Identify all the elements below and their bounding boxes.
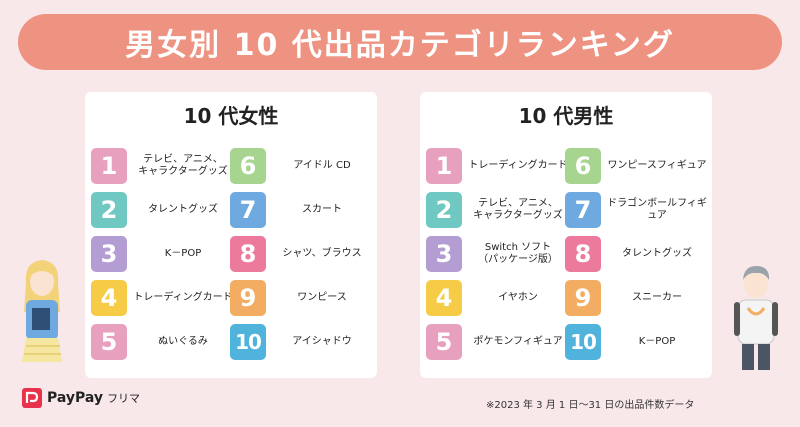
item-label: ドラゴンボールフィギュア — [607, 197, 707, 222]
paypay-logo-icon — [22, 388, 42, 408]
boy-illustration-icon — [734, 266, 778, 370]
rank-badge: 9 — [230, 280, 266, 316]
rank-badge: 8 — [230, 236, 266, 272]
list-item: 7 ドラゴンボールフィギュア — [565, 192, 707, 228]
item-label: スカート — [302, 203, 342, 215]
rank-badge: 8 — [565, 236, 601, 272]
item-label: ワンピース — [297, 291, 347, 303]
rank-badge: 3 — [426, 236, 462, 272]
list-item: 6 ワンピースフィギュア — [565, 148, 707, 184]
list-item: 1 トレーディングカード — [426, 148, 568, 184]
list-item: 5 ポケモンフィギュア — [426, 324, 568, 360]
item-label: トレーディングカード — [468, 159, 568, 171]
panel-title-female: 10 代女性 — [183, 104, 279, 128]
item-label: ポケモンフィギュア — [473, 335, 563, 347]
rank-badge: 5 — [426, 324, 462, 360]
item-label: Switch ソフト （パッケージ版） — [478, 241, 558, 266]
rank-badge: 10 — [230, 324, 266, 360]
ranking-column: 6 アイドル CD 7 スカート 8 シャツ、ブラウス 9 ワンピース 10 ア… — [230, 148, 372, 368]
title-banner: 男女別 10 代出品カテゴリランキング — [18, 14, 782, 70]
panel-title-male: 10 代男性 — [518, 104, 614, 128]
rank-badge: 7 — [565, 192, 601, 228]
item-label: ワンピースフィギュア — [607, 159, 707, 171]
item-label: K－POP — [164, 247, 202, 259]
list-item: 5 ぬいぐるみ — [91, 324, 233, 360]
item-label: テレビ、アニメ、 キャラクターグッズ — [138, 153, 228, 178]
ranking-column: 1 テレビ、アニメ、 キャラクターグッズ 2 タレントグッズ 3 K－POP 4… — [91, 148, 233, 368]
rank-badge: 1 — [426, 148, 462, 184]
rank-badge: 10 — [565, 324, 601, 360]
list-item: 7 スカート — [230, 192, 372, 228]
list-item: 4 イヤホン — [426, 280, 568, 316]
rank-badge: 4 — [426, 280, 462, 316]
list-item: 10 K－POP — [565, 324, 707, 360]
item-label: K－POP — [638, 335, 676, 347]
list-item: 3 K－POP — [91, 236, 233, 272]
item-label: トレーディングカード — [133, 291, 233, 303]
list-item: 9 ワンピース — [230, 280, 372, 316]
logo-text: PayPay — [47, 390, 104, 406]
list-item: 2 テレビ、アニメ、 キャラクターグッズ — [426, 192, 568, 228]
ranking-panel-female: 10 代女性 1 テレビ、アニメ、 キャラクターグッズ 2 タレントグッズ 3 … — [85, 92, 377, 378]
rank-badge: 7 — [230, 192, 266, 228]
item-label: シャツ、ブラウス — [282, 247, 362, 259]
item-label: タレントグッズ — [148, 203, 218, 215]
ranking-column: 6 ワンピースフィギュア 7 ドラゴンボールフィギュア 8 タレントグッズ 9 … — [565, 148, 707, 368]
list-item: 8 シャツ、ブラウス — [230, 236, 372, 272]
rank-badge: 6 — [230, 148, 266, 184]
logo-subtext: フリマ — [107, 392, 141, 405]
list-item: 1 テレビ、アニメ、 キャラクターグッズ — [91, 148, 233, 184]
item-label: ぬいぐるみ — [158, 335, 208, 347]
rank-badge: 4 — [91, 280, 127, 316]
item-label: アイドル CD — [293, 159, 351, 171]
data-source-footnote: ※2023 年 3 月 1 日～31 日の出品件数データ — [486, 400, 695, 411]
ranking-column: 1 トレーディングカード 2 テレビ、アニメ、 キャラクターグッズ 3 Swit… — [426, 148, 568, 368]
rank-badge: 6 — [565, 148, 601, 184]
item-label: スニーカー — [632, 291, 682, 303]
rank-badge: 2 — [426, 192, 462, 228]
paypay-logo: PayPay フリマ — [22, 388, 140, 408]
item-label: アイシャドウ — [292, 335, 352, 347]
list-item: 10 アイシャドウ — [230, 324, 372, 360]
list-item: 6 アイドル CD — [230, 148, 372, 184]
list-item: 9 スニーカー — [565, 280, 707, 316]
list-item: 2 タレントグッズ — [91, 192, 233, 228]
list-item: 8 タレントグッズ — [565, 236, 707, 272]
list-item: 3 Switch ソフト （パッケージ版） — [426, 236, 568, 272]
rank-badge: 9 — [565, 280, 601, 316]
item-label: テレビ、アニメ、 キャラクターグッズ — [473, 197, 563, 222]
item-label: イヤホン — [498, 291, 538, 303]
ranking-panel-male: 10 代男性 1 トレーディングカード 2 テレビ、アニメ、 キャラクターグッズ… — [420, 92, 712, 378]
page-title: 男女別 10 代出品カテゴリランキング — [125, 28, 675, 63]
rank-badge: 1 — [91, 148, 127, 184]
item-label: タレントグッズ — [622, 247, 692, 259]
rank-badge: 2 — [91, 192, 127, 228]
girl-illustration-icon — [22, 260, 62, 362]
rank-badge: 3 — [91, 236, 127, 272]
list-item: 4 トレーディングカード — [91, 280, 233, 316]
rank-badge: 5 — [91, 324, 127, 360]
